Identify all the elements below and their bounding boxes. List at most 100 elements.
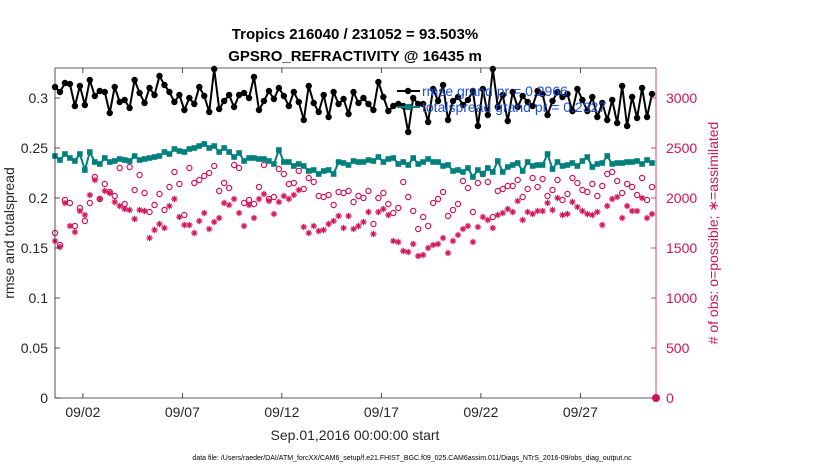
obs-possible-point: [305, 174, 312, 182]
rmse-point: [534, 87, 541, 95]
obs-assimilated-point: [524, 208, 531, 216]
totalspread-point: [126, 158, 133, 164]
obs-possible-point: [275, 165, 283, 173]
totalspread-point: [430, 159, 436, 165]
rmse-point: [613, 119, 621, 127]
totalspread-point: [176, 148, 183, 154]
obs-assimilated-point: [618, 214, 626, 222]
obs-possible-point: [330, 201, 337, 209]
rmse-point: [260, 97, 268, 105]
obs-possible-point: [360, 194, 367, 202]
obs-assimilated-point: [186, 221, 193, 229]
totalspread-point: [410, 155, 417, 161]
totalspread-point: [166, 151, 173, 157]
rmse-point: [166, 88, 173, 96]
totalspread-point: [325, 167, 332, 173]
rmse-point: [638, 84, 646, 92]
obs-assimilated-point: [444, 249, 452, 257]
rmse-point: [484, 111, 492, 119]
totalspread-point: [340, 160, 347, 166]
obs-assimilated-point: [270, 210, 278, 218]
obs-possible-point: [186, 164, 193, 172]
rmse-point: [340, 95, 347, 103]
obs-possible-point: [589, 180, 596, 188]
y-left-axis-label: rmse and totalspread: [1, 167, 17, 299]
obs-possible-point: [196, 176, 203, 184]
totalspread-point: [181, 149, 188, 155]
rmse-point: [414, 100, 422, 108]
chart-title-line2: GPSRO_REFRACTIVITY @ 16435 m: [228, 48, 482, 65]
rmse-point: [643, 113, 651, 121]
obs-possible-point: [101, 180, 108, 188]
totalspread-point: [450, 168, 456, 174]
obs-assimilated-point: [220, 199, 228, 207]
rmse-point: [56, 88, 64, 96]
obs-assimilated-point: [340, 224, 347, 232]
x-tick-label: 09/02: [65, 404, 100, 420]
rmse-point: [623, 122, 631, 130]
obs-assimilated-point: [648, 210, 656, 218]
obs-assimilated-point: [613, 193, 621, 201]
obs-assimilated-point: [131, 215, 138, 223]
obs-possible-point: [116, 164, 123, 172]
rmse-point: [648, 90, 656, 98]
totalspread-point: [131, 153, 138, 159]
obs-assimilated-point: [514, 197, 521, 205]
obs-assimilated-point: [529, 210, 536, 218]
rmse-point: [335, 100, 342, 108]
x-axis-label: Sep.01,2016 00:00:00 start: [271, 427, 440, 443]
rmse-point: [161, 81, 168, 89]
obs-possible-point: [235, 164, 243, 172]
totalspread-point: [241, 158, 247, 164]
rmse-point: [330, 88, 337, 96]
obs-possible-point: [429, 199, 437, 207]
obs-assimilated-point: [101, 187, 108, 195]
obs-assimilated-point: [106, 189, 113, 197]
obs-possible-point: [270, 193, 278, 201]
rmse-point: [116, 98, 123, 106]
obs-assimilated-point: [638, 194, 646, 202]
obs-possible-point: [539, 175, 546, 183]
rmse-point: [151, 91, 158, 99]
rmse-point: [395, 100, 402, 108]
obs-possible-point: [648, 183, 656, 191]
rmse-point: [285, 102, 293, 110]
rmse-point: [270, 95, 278, 103]
obs-assimilated-point: [549, 206, 556, 214]
totalspread-point: [554, 159, 561, 165]
obs-assimilated-point: [559, 211, 566, 219]
totalspread-point: [435, 159, 441, 165]
obs-assimilated-point: [414, 252, 422, 260]
totalspread-point: [281, 159, 287, 165]
totalspread-point: [465, 165, 471, 171]
totalspread-point: [594, 161, 601, 167]
rmse-point: [290, 88, 298, 96]
obs-assimilated-point: [86, 191, 94, 199]
obs-assimilated-point: [96, 195, 103, 203]
totalspread-point: [305, 168, 312, 174]
obs-assimilated-point: [56, 243, 64, 251]
y-right-axis-label: # of obs: o=possible; ∗=assimilated: [705, 122, 721, 345]
rmse-point: [141, 99, 148, 107]
obs-possible-point: [126, 163, 133, 171]
totalspread-point: [266, 158, 272, 164]
obs-assimilated-point: [201, 209, 208, 217]
totalspread-point: [564, 162, 571, 168]
rmse-point: [514, 103, 521, 111]
axes-frame: [54, 67, 657, 399]
obs-assimilated-point: [484, 216, 492, 224]
series-rmse: [51, 65, 656, 136]
totalspread-point: [201, 141, 208, 147]
totalspread-point: [470, 174, 476, 180]
y-right-tick-label: 1000: [666, 290, 697, 306]
rmse-point: [618, 82, 626, 90]
rmse-point: [215, 105, 223, 113]
totalspread-point: [62, 151, 68, 157]
obs-assimilated-point: [424, 244, 432, 252]
totalspread-point: [490, 169, 496, 175]
rmse-point: [564, 90, 571, 98]
totalspread-point: [624, 159, 630, 165]
obs-possible-point: [628, 183, 636, 191]
obs-assimilated-point: [494, 211, 501, 219]
totalspread-point: [236, 150, 242, 156]
